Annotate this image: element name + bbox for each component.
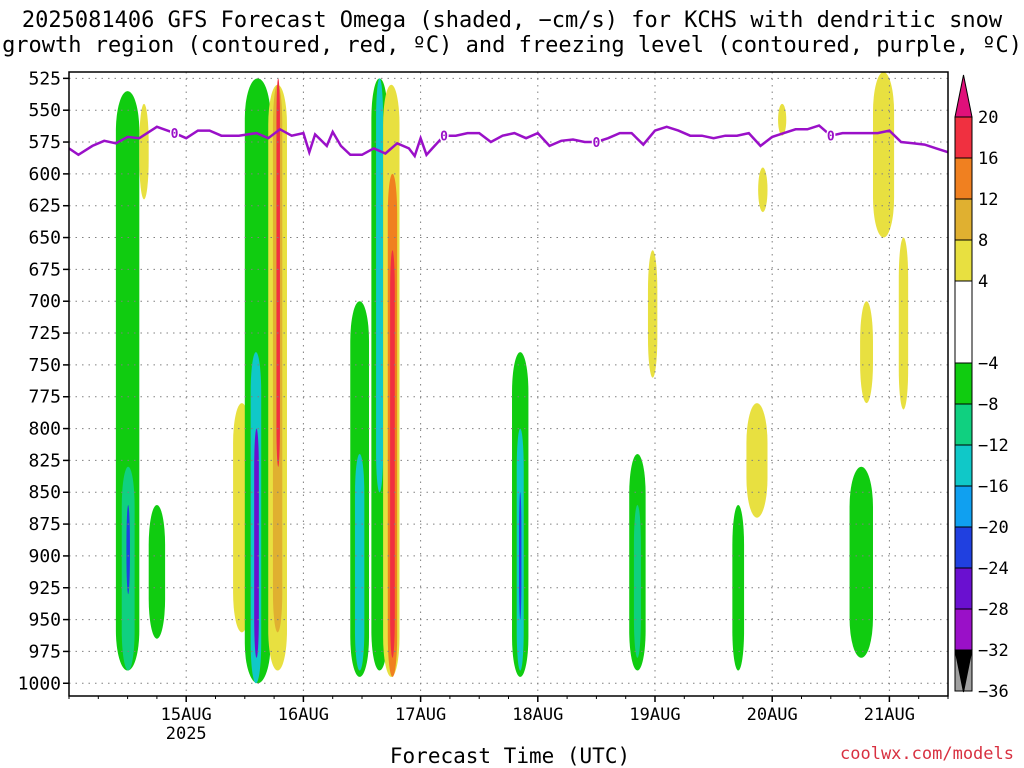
- omega-cell: [732, 504, 745, 671]
- y-tick-label: 800: [28, 419, 61, 440]
- omega-shading-layer: [115, 72, 909, 684]
- colorbar-bottom-arrow: [954, 649, 973, 693]
- y-tick-label: 750: [28, 355, 61, 376]
- omega-cell: [354, 454, 365, 671]
- freezing-level-layer: 0 0 0 0: [69, 124, 948, 159]
- omega-cell: [254, 428, 259, 658]
- y-tick-label: 650: [28, 228, 61, 249]
- omega-cell: [778, 103, 787, 136]
- colorbar-label: −32: [978, 641, 1009, 661]
- colorbar-band: [954, 280, 973, 364]
- x-tick-sublabel: 2025: [166, 724, 207, 744]
- x-axis-title: Forecast Time (UTC): [389, 744, 631, 768]
- y-tick-label: 600: [28, 164, 61, 185]
- x-tick-label: 20AUG: [747, 705, 798, 725]
- omega-cell: [758, 167, 768, 213]
- y-axis: 525 550 575 600 625 650 675 700 725 750 775 800 825 8…: [18, 68, 69, 694]
- y-tick-label: 725: [28, 323, 61, 344]
- y-tick-label: 850: [28, 482, 61, 503]
- y-tick-label: 550: [28, 100, 61, 121]
- colorbar-label: −8: [978, 395, 998, 415]
- omega-cell: [390, 250, 395, 658]
- omega-cell: [849, 466, 873, 658]
- y-tick-label: 525: [28, 68, 61, 89]
- omega-cell: [647, 250, 658, 378]
- y-tick-label: 575: [28, 132, 61, 153]
- x-tick-label: 18AUG: [512, 705, 563, 725]
- colorbar-label: 20: [978, 108, 998, 128]
- omega-cell: [872, 72, 895, 238]
- colorbar-band: [954, 567, 973, 610]
- freezing-level-label: 0: [440, 130, 448, 145]
- omega-cell: [519, 492, 522, 620]
- y-tick-label: 825: [28, 450, 61, 471]
- colorbar-band: [954, 116, 973, 159]
- colorbar-band: [954, 403, 973, 446]
- colorbar-top-arrow: [954, 74, 973, 118]
- colorbar-band: [954, 157, 973, 200]
- x-tick-label: 21AUG: [864, 705, 915, 725]
- y-tick-label: 625: [28, 196, 61, 217]
- colorbar-label: −36: [978, 682, 1009, 702]
- colorbar-label: 12: [978, 190, 998, 210]
- omega-cell: [898, 237, 909, 410]
- colorbar-band: [954, 485, 973, 528]
- y-tick-label: 700: [28, 291, 61, 312]
- colorbar-label: −12: [978, 436, 1009, 456]
- chart-title: 2025081406 GFS Forecast Omega (shaded, −…: [0, 8, 1024, 58]
- colorbar-label: −16: [978, 477, 1009, 497]
- colorbar-label: −20: [978, 518, 1009, 538]
- colorbar-band: [954, 362, 973, 405]
- colorbar-band: [954, 444, 973, 487]
- colorbar-label: −4: [978, 354, 998, 374]
- y-tick-label: 675: [28, 259, 61, 280]
- y-tick-label: 975: [28, 641, 61, 662]
- x-tick-label: 16AUG: [278, 705, 329, 725]
- grid-layer: [69, 72, 948, 696]
- y-tick-label: 875: [28, 514, 61, 535]
- x-tick-label: 15AUG: [161, 705, 212, 725]
- chart-title-line-2: growth region (contoured, red, ºC) and f…: [2, 33, 1022, 58]
- colorbar-label: 8: [978, 231, 988, 251]
- omega-cell: [746, 403, 768, 518]
- colorbar-band: [954, 608, 973, 651]
- colorbar-label: −28: [978, 600, 1009, 620]
- omega-cell: [126, 504, 130, 595]
- x-tick-label: 17AUG: [395, 705, 446, 725]
- omega-cell: [376, 78, 384, 493]
- colorbar-label: 16: [978, 149, 998, 169]
- colorbar-label: −24: [978, 559, 1009, 579]
- omega-cell: [860, 301, 873, 404]
- y-tick-label: 950: [28, 610, 61, 631]
- omega-cell: [276, 78, 280, 467]
- colorbar: 20 16 12 8 4 −4 −8 −12 −16 −20 −24 −28 −32 −36: [954, 74, 1009, 702]
- omega-cell: [139, 103, 149, 200]
- colorbar-band: [954, 526, 973, 569]
- chart-title-line-1: 2025081406 GFS Forecast Omega (shaded, −…: [21, 8, 1003, 33]
- colorbar-band: [954, 239, 973, 282]
- y-tick-label: 925: [28, 578, 61, 599]
- colorbar-band: [954, 198, 973, 241]
- y-tick-label: 900: [28, 546, 61, 567]
- freezing-level-line: [69, 124, 948, 159]
- omega-cell: [148, 504, 166, 639]
- colorbar-label: 4: [978, 272, 988, 292]
- freezing-level-label: 0: [827, 130, 835, 145]
- plot-frame: [68, 71, 949, 697]
- y-tick-label: 1000: [18, 673, 61, 694]
- freezing-level-label: 0: [171, 127, 179, 142]
- site-credit: coolwx.com/models: [840, 744, 1014, 764]
- x-tick-label: 19AUG: [629, 705, 680, 725]
- freezing-level-label: 0: [592, 136, 600, 151]
- omega-cell: [633, 504, 641, 658]
- y-tick-label: 775: [28, 387, 61, 408]
